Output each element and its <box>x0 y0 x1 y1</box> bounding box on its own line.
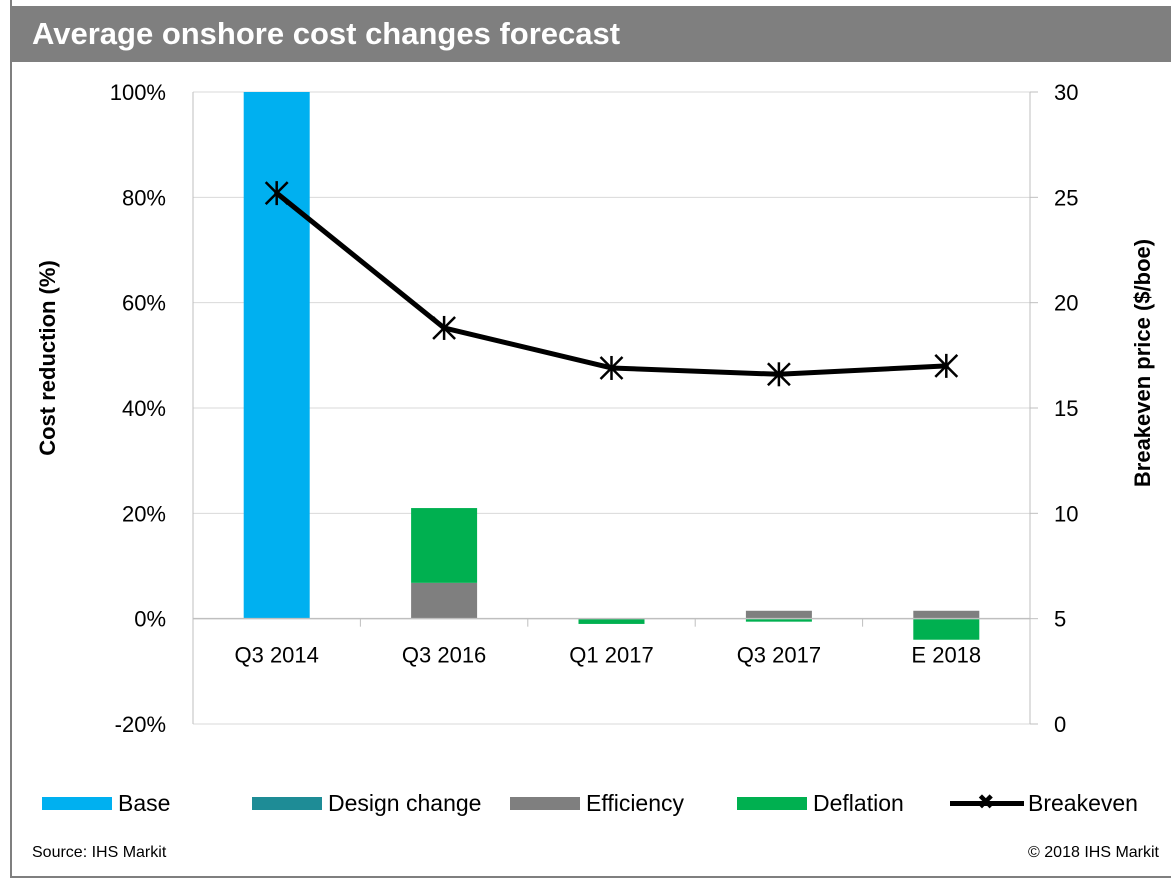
y2-tick-label: 25 <box>1054 185 1078 210</box>
legend-item-deflation: Deflation <box>737 788 904 818</box>
legend-item-design-change: Design change <box>252 788 481 818</box>
bars-layer <box>243 92 980 640</box>
y-axis-title: Cost reduction (%) <box>35 260 60 456</box>
y-tick-label: -20% <box>115 712 166 737</box>
bar-deflation-3 <box>745 618 812 622</box>
legend-label-design-change: Design change <box>328 789 482 816</box>
grid-layer <box>193 91 1030 725</box>
y2-axis-title: Breakeven price ($/boe) <box>1130 239 1155 487</box>
bar-deflation-2 <box>578 618 645 624</box>
copyright-note: © 2018 IHS Markit <box>1028 844 1159 861</box>
bar-deflation-1 <box>411 508 478 583</box>
y-tick-label: 0% <box>134 607 166 632</box>
y2-tick-label: 0 <box>1054 712 1066 737</box>
legend-item-breakeven: Breakeven <box>950 788 1138 818</box>
x-tick-label: Q3 2014 <box>234 643 318 668</box>
legend: Base Design change Efficiency Deflation … <box>40 788 1165 818</box>
legend-label-efficiency: Efficiency <box>586 789 685 816</box>
y-tick-label: 100% <box>110 80 166 105</box>
x-tick-label: Q3 2017 <box>737 643 821 668</box>
legend-swatch-efficiency <box>510 796 580 810</box>
bar-efficiency-3 <box>745 610 812 619</box>
y2-tick-label: 20 <box>1054 291 1078 316</box>
breakeven-marker-3 <box>767 362 791 387</box>
labels-layer: 100% 80% 60% 40% 20% 0% -20% 30 25 20 15 10 5 0 Q3 201… <box>35 80 1155 737</box>
legend-item-efficiency: Efficiency <box>510 788 684 818</box>
legend-swatch-design-change <box>252 796 322 810</box>
source-note: Source: IHS Markit <box>32 844 167 861</box>
y2-tick-label: 5 <box>1054 607 1066 632</box>
bar-deflation-4 <box>913 618 980 640</box>
breakeven-marker-0 <box>264 181 289 206</box>
bar-efficiency-4 <box>913 610 980 619</box>
y-tick-label: 20% <box>122 501 166 526</box>
axes-layer <box>192 91 1038 725</box>
y-tick-label: 60% <box>122 291 166 316</box>
legend-label-breakeven: Breakeven <box>1028 789 1138 816</box>
y2-tick-label: 15 <box>1054 396 1078 421</box>
title-bar: Average onshore cost changes forecast <box>10 6 1171 62</box>
legend-swatch-deflation <box>737 796 807 810</box>
y-tick-label: 80% <box>122 185 166 210</box>
breakeven-marker-2 <box>599 355 624 380</box>
breakeven-marker-1 <box>432 315 456 340</box>
bar-efficiency-1 <box>411 582 478 619</box>
x-tick-label: Q1 2017 <box>569 643 653 668</box>
legend-item-base: Base <box>42 788 170 818</box>
y2-tick-label: 10 <box>1054 501 1078 526</box>
x-tick-label: Q3 2016 <box>402 643 486 668</box>
chart-frame <box>10 0 1171 878</box>
legend-label-deflation: Deflation <box>813 789 904 816</box>
legend-line-breakeven <box>950 790 1024 814</box>
y2-tick-label: 30 <box>1054 80 1078 105</box>
breakeven-line-layer <box>264 181 959 387</box>
breakeven-line <box>274 190 949 377</box>
legend-swatch-base <box>42 796 112 810</box>
y-tick-label: 40% <box>122 396 166 421</box>
legend-label-base: Base <box>118 789 171 816</box>
bar-base-0 <box>243 92 310 619</box>
chart-title: Average onshore cost changes forecast <box>32 16 621 51</box>
breakeven-marker-4 <box>934 353 959 378</box>
x-tick-label: E 2018 <box>911 643 981 668</box>
